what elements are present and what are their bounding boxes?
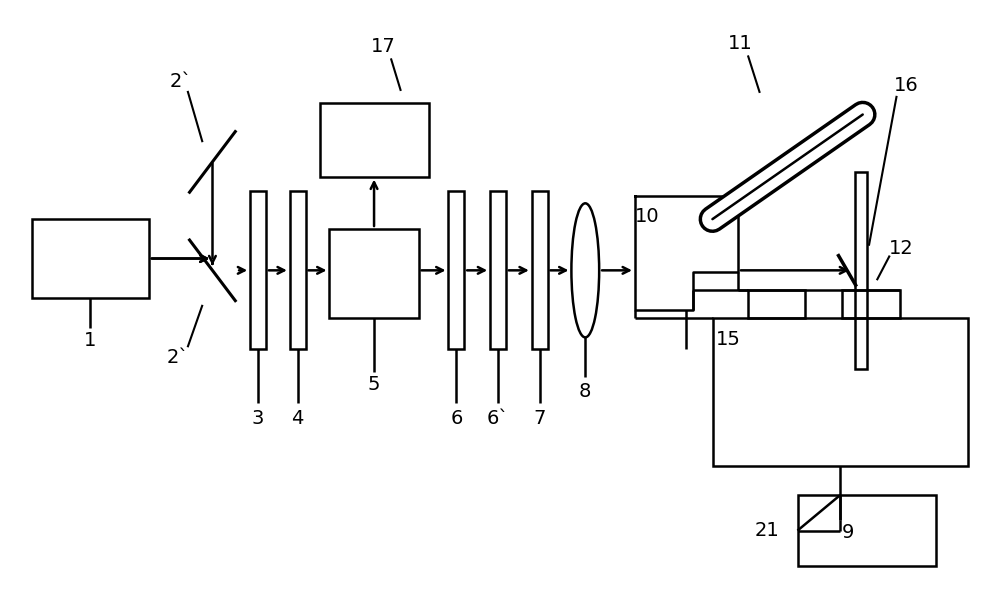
Bar <box>842 290 900 317</box>
Text: 1: 1 <box>84 331 97 350</box>
Bar <box>250 191 266 349</box>
Text: 17: 17 <box>371 37 395 56</box>
Text: 12: 12 <box>889 239 914 258</box>
Text: 16: 16 <box>894 75 919 94</box>
Text: 21: 21 <box>755 521 780 540</box>
Bar <box>290 191 306 349</box>
Bar <box>748 290 805 317</box>
Bar <box>490 191 506 349</box>
Text: 4: 4 <box>292 409 304 428</box>
Bar <box>798 495 936 566</box>
Text: 7: 7 <box>533 409 546 428</box>
Bar <box>329 229 419 317</box>
Text: 10: 10 <box>634 207 659 226</box>
Bar <box>32 219 149 298</box>
Text: 8: 8 <box>579 382 591 401</box>
Text: 3: 3 <box>252 409 264 428</box>
Text: 6: 6 <box>450 409 463 428</box>
Text: 2`: 2` <box>167 348 189 366</box>
Bar <box>713 317 968 465</box>
Bar <box>855 172 867 369</box>
Bar <box>448 191 464 349</box>
Bar <box>532 191 548 349</box>
Text: 11: 11 <box>728 34 752 53</box>
Bar <box>320 102 429 177</box>
Text: 5: 5 <box>368 375 380 394</box>
Text: 9: 9 <box>842 523 854 542</box>
Text: 2`: 2` <box>170 71 192 91</box>
Text: 15: 15 <box>716 330 741 349</box>
Text: 6`: 6` <box>487 409 509 428</box>
